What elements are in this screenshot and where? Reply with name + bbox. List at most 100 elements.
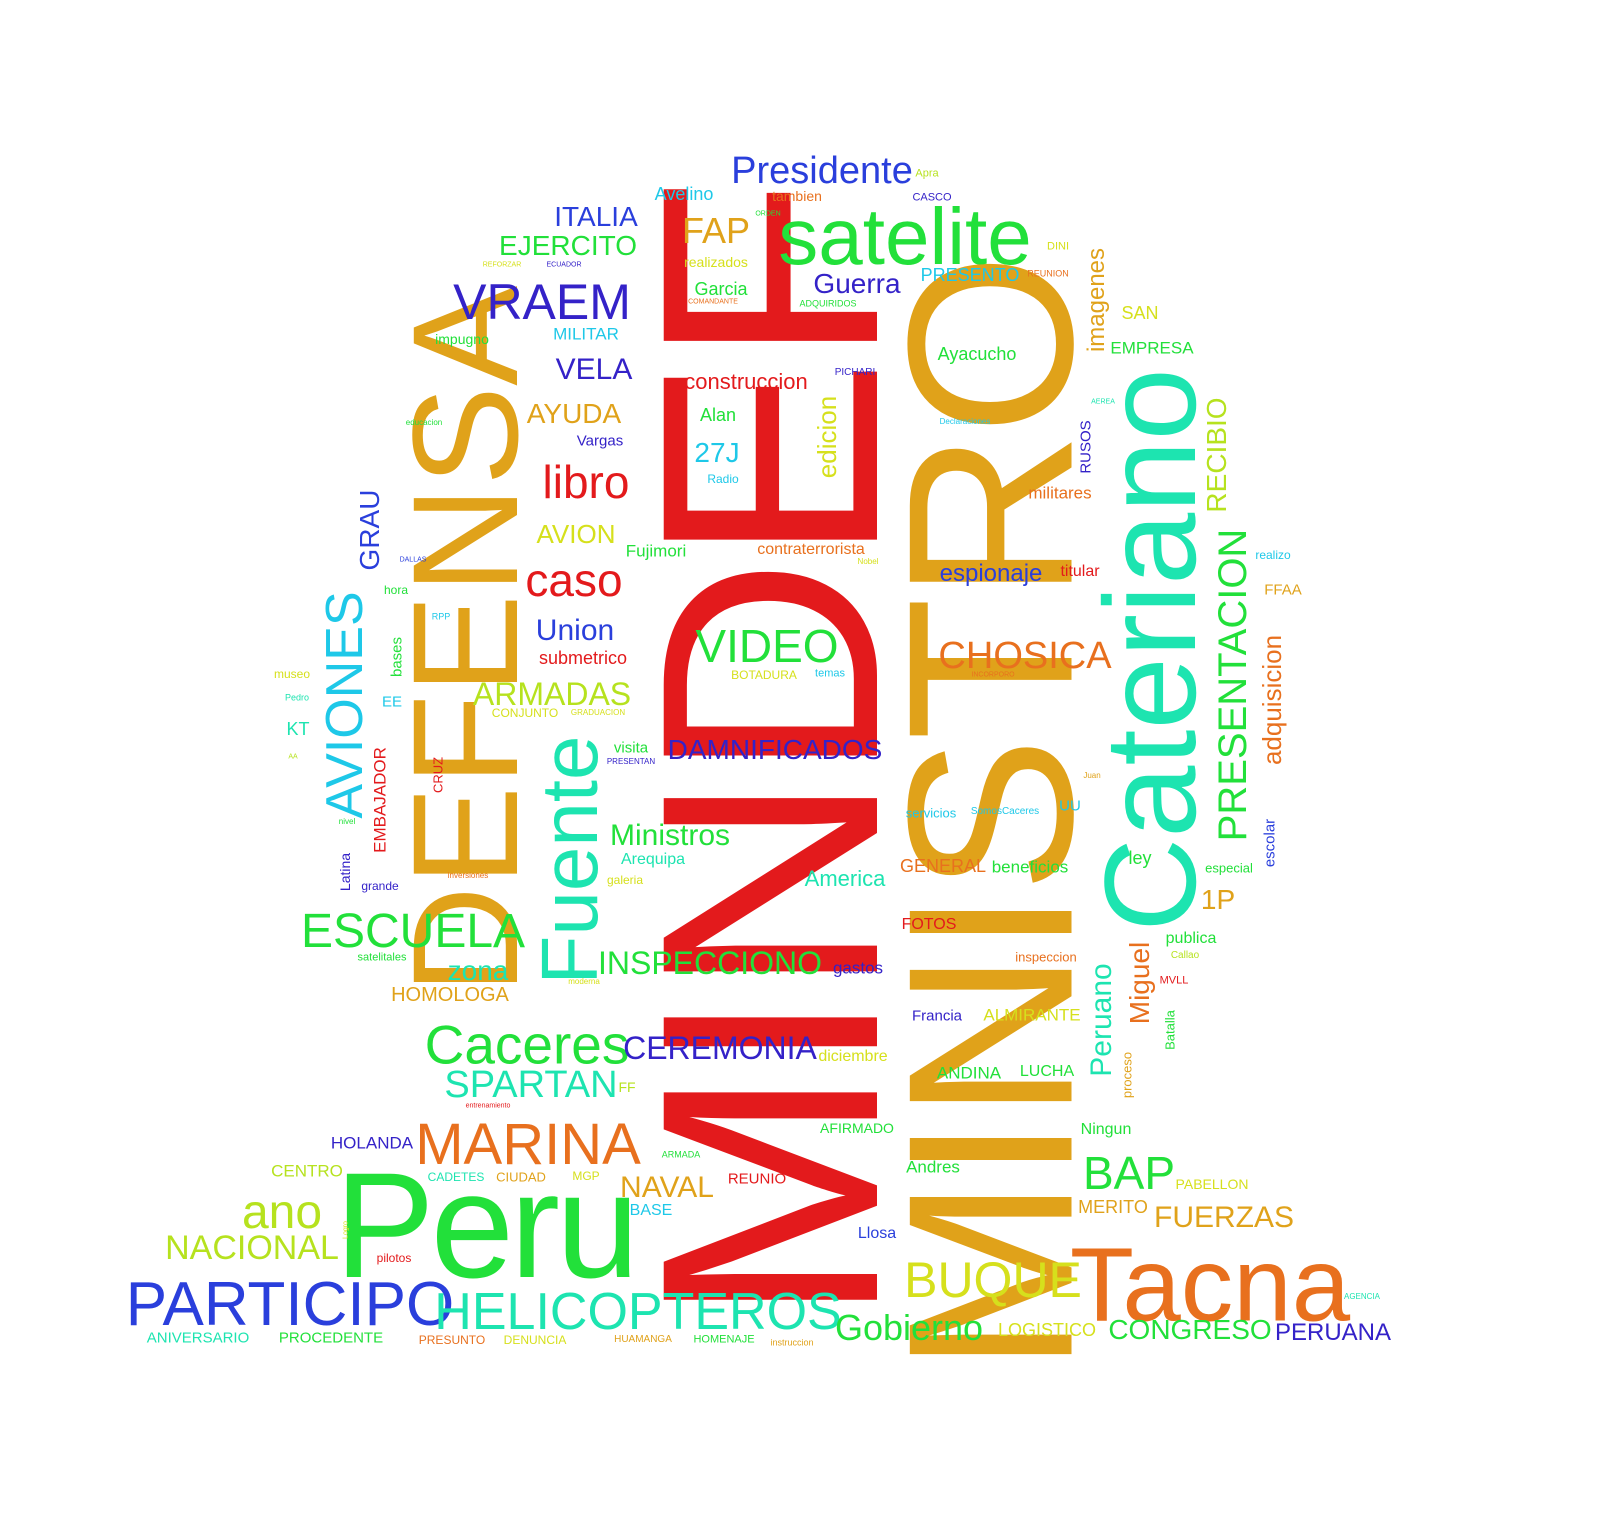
word-dini: DINI <box>1047 240 1069 253</box>
word-inspeccion: inspeccion <box>1015 949 1077 965</box>
word-armadas: ARMADAS <box>472 676 632 712</box>
word-video: VIDEO <box>695 620 839 672</box>
word-gobierno: Gobierno <box>834 1307 984 1348</box>
word-vela: VELA <box>555 353 633 386</box>
word-moderna: moderna <box>568 977 600 986</box>
word-caceres: Caceres <box>424 1013 630 1076</box>
word-logistico: LOGISTICO <box>997 1320 1097 1340</box>
word-ee: EE <box>381 693 403 711</box>
word-fuerzas: FUERZAS <box>1153 1201 1295 1234</box>
word-aniversario: ANIVERSARIO <box>146 1329 250 1347</box>
word-guerra: Guerra <box>813 268 901 299</box>
word-publica: publica <box>1165 930 1217 947</box>
word-pedro: Pedro <box>284 692 310 703</box>
word-embajador: EMBAJADOR <box>370 747 390 853</box>
word-radio: Radio <box>707 472 739 486</box>
word-naval: NAVAL <box>620 1171 714 1204</box>
word-submetrico: submetrico <box>538 648 628 668</box>
word-beneficios: beneficios <box>991 857 1069 877</box>
word-fap: FAP <box>681 210 751 251</box>
word-homologa: HOMOLOGA <box>391 984 509 1006</box>
word-aviones: AVIONES <box>316 591 374 819</box>
word-reunio: REUNIO <box>727 1170 787 1188</box>
word-construccion: construccion <box>684 369 808 394</box>
word-arequipa: Arequipa <box>620 851 686 868</box>
word-peruano: Peruano <box>1085 963 1118 1077</box>
word-somoscaceres: SomosCaceres <box>970 806 1040 817</box>
word-garcia: Garcia <box>694 279 748 299</box>
word-ff: FF <box>618 1079 636 1095</box>
word-temas: temas <box>815 667 845 680</box>
word-visita: visita <box>613 739 649 757</box>
word-realizados: realizados <box>684 254 748 270</box>
word-aerea: AEREA <box>1091 398 1115 406</box>
word-avion: AVION <box>536 519 616 549</box>
word-presidente: Presidente <box>731 150 913 192</box>
word-titular: titular <box>1060 563 1100 580</box>
word-apra: Apra <box>915 167 939 180</box>
word-presunto: PRESUNTO <box>418 1333 486 1347</box>
word-escolar: escolar <box>1261 818 1279 868</box>
word-recibio: RECIBIO <box>1201 397 1232 513</box>
word-holanda: HOLANDA <box>330 1133 414 1153</box>
word-helicopteros: HELICOPTEROS <box>434 1283 842 1341</box>
word-empresa: EMPRESA <box>1110 338 1194 358</box>
word-proceso: proceso <box>1119 1051 1135 1099</box>
word-juan: Juan <box>1083 771 1101 780</box>
word-agencia: AGENCIA <box>1343 1292 1381 1301</box>
word-peruana: PERUANA <box>1274 1319 1392 1346</box>
word-kt: KT <box>286 719 310 739</box>
word-ciudad: CIUDAD <box>496 1169 546 1185</box>
word-llosa: Llosa <box>857 1225 897 1242</box>
word-lucha: LUCHA <box>1019 1063 1075 1080</box>
word-aa: AA <box>288 753 298 761</box>
word-contraterrorista: contraterrorista <box>757 541 865 558</box>
word-galeria: galeria <box>606 873 644 887</box>
word-servicios: servicios <box>905 805 957 821</box>
word-avelino: Avelino <box>654 184 714 204</box>
word-pabellon: PABELLON <box>1175 1176 1249 1192</box>
word-grande: grande <box>361 879 399 893</box>
word-tacna: Tacna <box>1069 1226 1351 1344</box>
word-merito: MERITO <box>1078 1197 1148 1217</box>
word-union: Union <box>535 614 615 647</box>
word-ejercito: EJERCITO <box>499 230 637 261</box>
word-escuela: ESCUELA <box>300 905 526 958</box>
word-tambien: tambien <box>772 188 822 204</box>
word-impugno: impugno <box>435 331 489 347</box>
word-base: BASE <box>629 1202 673 1219</box>
word-cadetes: CADETES <box>427 1170 485 1184</box>
word-bases: bases <box>388 636 406 678</box>
word-caso: caso <box>525 554 623 606</box>
word-diciembre: diciembre <box>818 1048 888 1065</box>
word-nacional: NACIONAL <box>165 1229 339 1267</box>
word-presentan: PRESENTAN <box>606 757 656 766</box>
word-espionaje: espionaje <box>939 560 1043 587</box>
word-cruz: CRUZ <box>430 756 446 794</box>
word-procedente: PROCEDENTE <box>278 1329 384 1347</box>
word-satelitales: satelitales <box>357 951 407 964</box>
word-satelite: satelite <box>778 192 1032 281</box>
word-grau: GRAU <box>354 489 385 571</box>
word-rpp: RPP <box>431 611 451 622</box>
word-participo: PARTICIPO <box>125 1270 455 1339</box>
word-afirmado: AFIRMADO <box>820 1120 894 1136</box>
word-edicion: edicion <box>812 395 842 479</box>
word-orden: ORDEN <box>755 210 781 218</box>
word-nobel: Nobel <box>857 557 879 566</box>
word-ningun: Ningun <box>1080 1121 1132 1138</box>
word-batalla: Batalla <box>1162 1010 1178 1050</box>
word-armada: ARMADA <box>661 1149 701 1160</box>
word-callao: Callao <box>1170 950 1200 961</box>
word-entrenamiento: entrenamiento <box>465 1102 511 1110</box>
word-especial: especial <box>1205 860 1253 876</box>
word-chosica: CHOSICA <box>938 635 1112 677</box>
word-museo: museo <box>273 667 311 681</box>
word-adquisicion: adquisicion <box>1257 634 1287 766</box>
word-logro: Logro <box>342 1221 350 1239</box>
word-1p: 1P <box>1200 884 1236 915</box>
word-andina: ANDINA <box>936 1063 1002 1083</box>
word-botadura: BOTADURA <box>731 668 797 682</box>
word-alan: Alan <box>699 405 737 425</box>
